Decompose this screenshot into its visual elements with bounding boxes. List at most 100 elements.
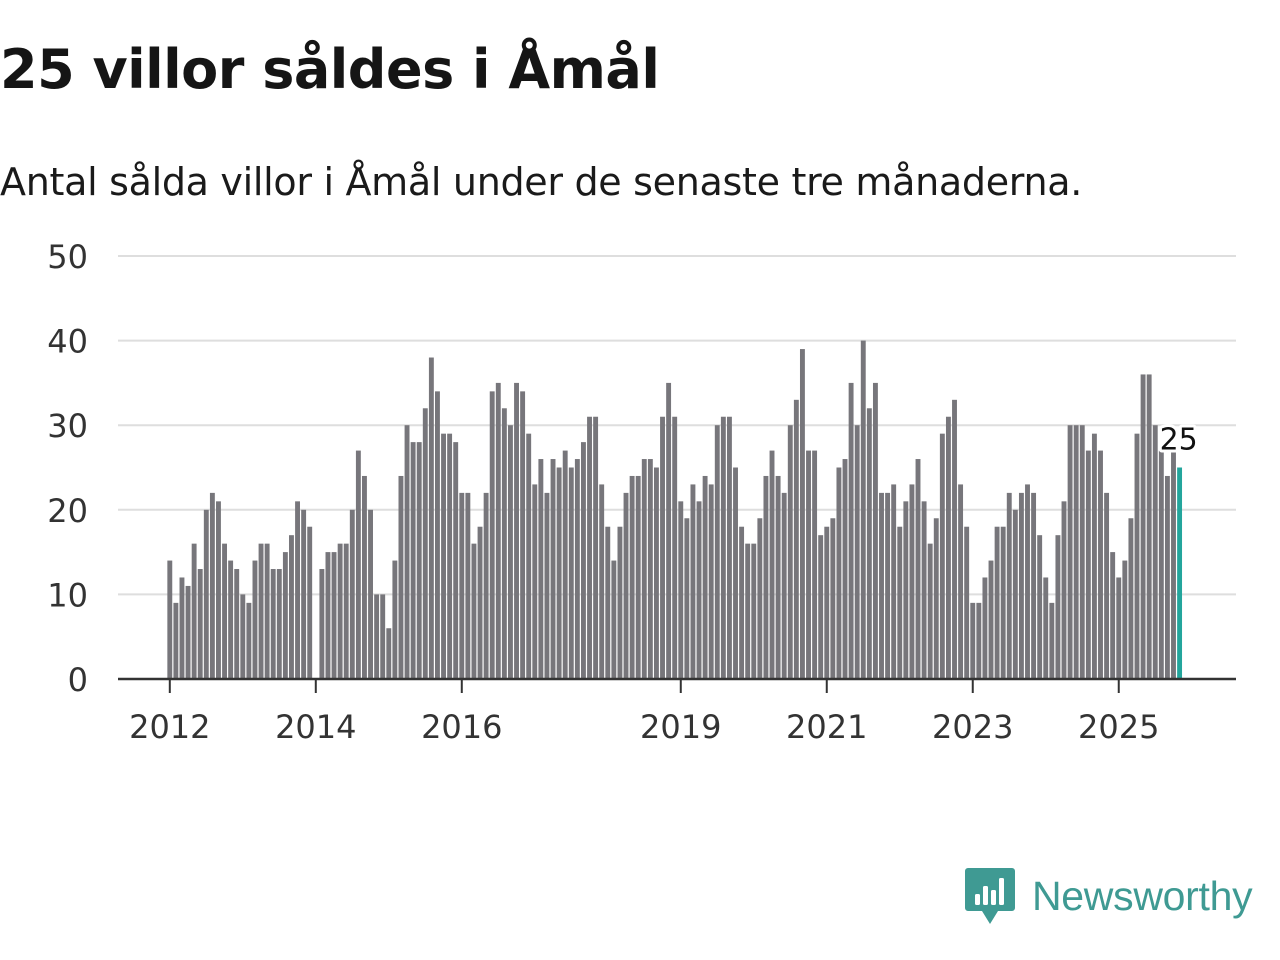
bar — [228, 560, 234, 679]
bar — [1171, 450, 1176, 679]
bar — [976, 602, 982, 679]
bar — [167, 560, 173, 679]
bar — [1122, 560, 1128, 679]
bar — [1140, 374, 1146, 679]
bar — [988, 560, 994, 679]
bar — [933, 518, 939, 679]
bar — [1158, 450, 1164, 679]
bar — [416, 442, 422, 679]
x-tick-label: 2023 — [932, 708, 1013, 746]
bar — [216, 501, 221, 679]
bar — [368, 509, 373, 679]
bar — [629, 475, 635, 679]
bar — [1061, 501, 1067, 679]
bar — [763, 475, 769, 679]
bar — [866, 408, 872, 679]
bar — [982, 577, 988, 679]
bar — [1000, 526, 1006, 679]
bar — [915, 459, 921, 679]
bar — [574, 459, 580, 679]
bar — [276, 569, 282, 679]
bar — [672, 416, 678, 679]
bar — [495, 382, 501, 679]
bar — [854, 425, 860, 679]
bar — [1128, 518, 1134, 679]
bar — [587, 416, 592, 679]
x-tick-label: 2012 — [129, 708, 210, 746]
bar — [270, 569, 276, 679]
bar — [520, 391, 526, 679]
bar — [806, 450, 811, 679]
bar — [483, 492, 489, 679]
bar — [781, 492, 787, 679]
bar — [666, 382, 672, 679]
bar — [514, 382, 519, 679]
bar — [1031, 492, 1037, 679]
x-tick-label: 2021 — [786, 708, 867, 746]
bar — [179, 577, 185, 679]
bar — [526, 433, 532, 679]
bar — [222, 543, 227, 679]
bar — [714, 425, 720, 679]
bar — [459, 492, 465, 679]
bar — [830, 518, 836, 679]
bar — [173, 602, 179, 679]
bar — [1049, 602, 1055, 679]
bar — [860, 340, 866, 679]
bar — [246, 602, 252, 679]
bar — [1085, 450, 1091, 679]
bar — [562, 450, 568, 679]
bar — [1079, 425, 1085, 679]
bar — [952, 399, 957, 679]
bar — [921, 501, 927, 679]
bar — [970, 602, 976, 679]
bar — [885, 492, 891, 679]
bar — [836, 467, 842, 679]
bar — [1098, 450, 1103, 679]
bar — [544, 492, 550, 679]
bar — [398, 475, 404, 679]
bar — [684, 518, 690, 679]
bar — [641, 459, 647, 679]
x-tick-label: 2019 — [640, 708, 721, 746]
bar — [197, 569, 203, 679]
bar — [647, 459, 653, 679]
bar — [611, 560, 617, 679]
y-tick-label: 20 — [47, 492, 88, 530]
y-tick-label: 50 — [47, 238, 88, 276]
bar — [769, 450, 775, 679]
bar — [1073, 425, 1079, 679]
bar — [678, 501, 684, 679]
bar — [1067, 425, 1073, 679]
bar — [465, 492, 471, 679]
bar-highlight — [1177, 467, 1183, 679]
bar — [793, 399, 799, 679]
bar — [191, 543, 197, 679]
bar — [903, 501, 909, 679]
bar — [441, 433, 446, 679]
bar — [660, 416, 665, 679]
newsworthy-logo-text: Newsworthy — [1032, 872, 1253, 919]
bar — [726, 416, 732, 679]
bar — [891, 484, 897, 679]
bar — [234, 569, 240, 679]
bar — [258, 543, 264, 679]
bar — [818, 535, 824, 679]
bar — [605, 526, 611, 679]
bar — [501, 408, 507, 679]
y-tick-label: 10 — [47, 576, 88, 614]
bar — [1091, 433, 1097, 679]
bar — [362, 475, 367, 679]
bar — [757, 518, 763, 679]
bar — [331, 552, 337, 679]
bar — [435, 391, 440, 679]
bar — [945, 416, 951, 679]
bar — [842, 459, 848, 679]
bar — [532, 484, 538, 679]
bar — [1146, 374, 1152, 679]
bar — [507, 425, 513, 679]
bar — [799, 349, 805, 679]
bar — [599, 484, 605, 679]
bar — [824, 526, 830, 679]
bar — [447, 433, 453, 679]
